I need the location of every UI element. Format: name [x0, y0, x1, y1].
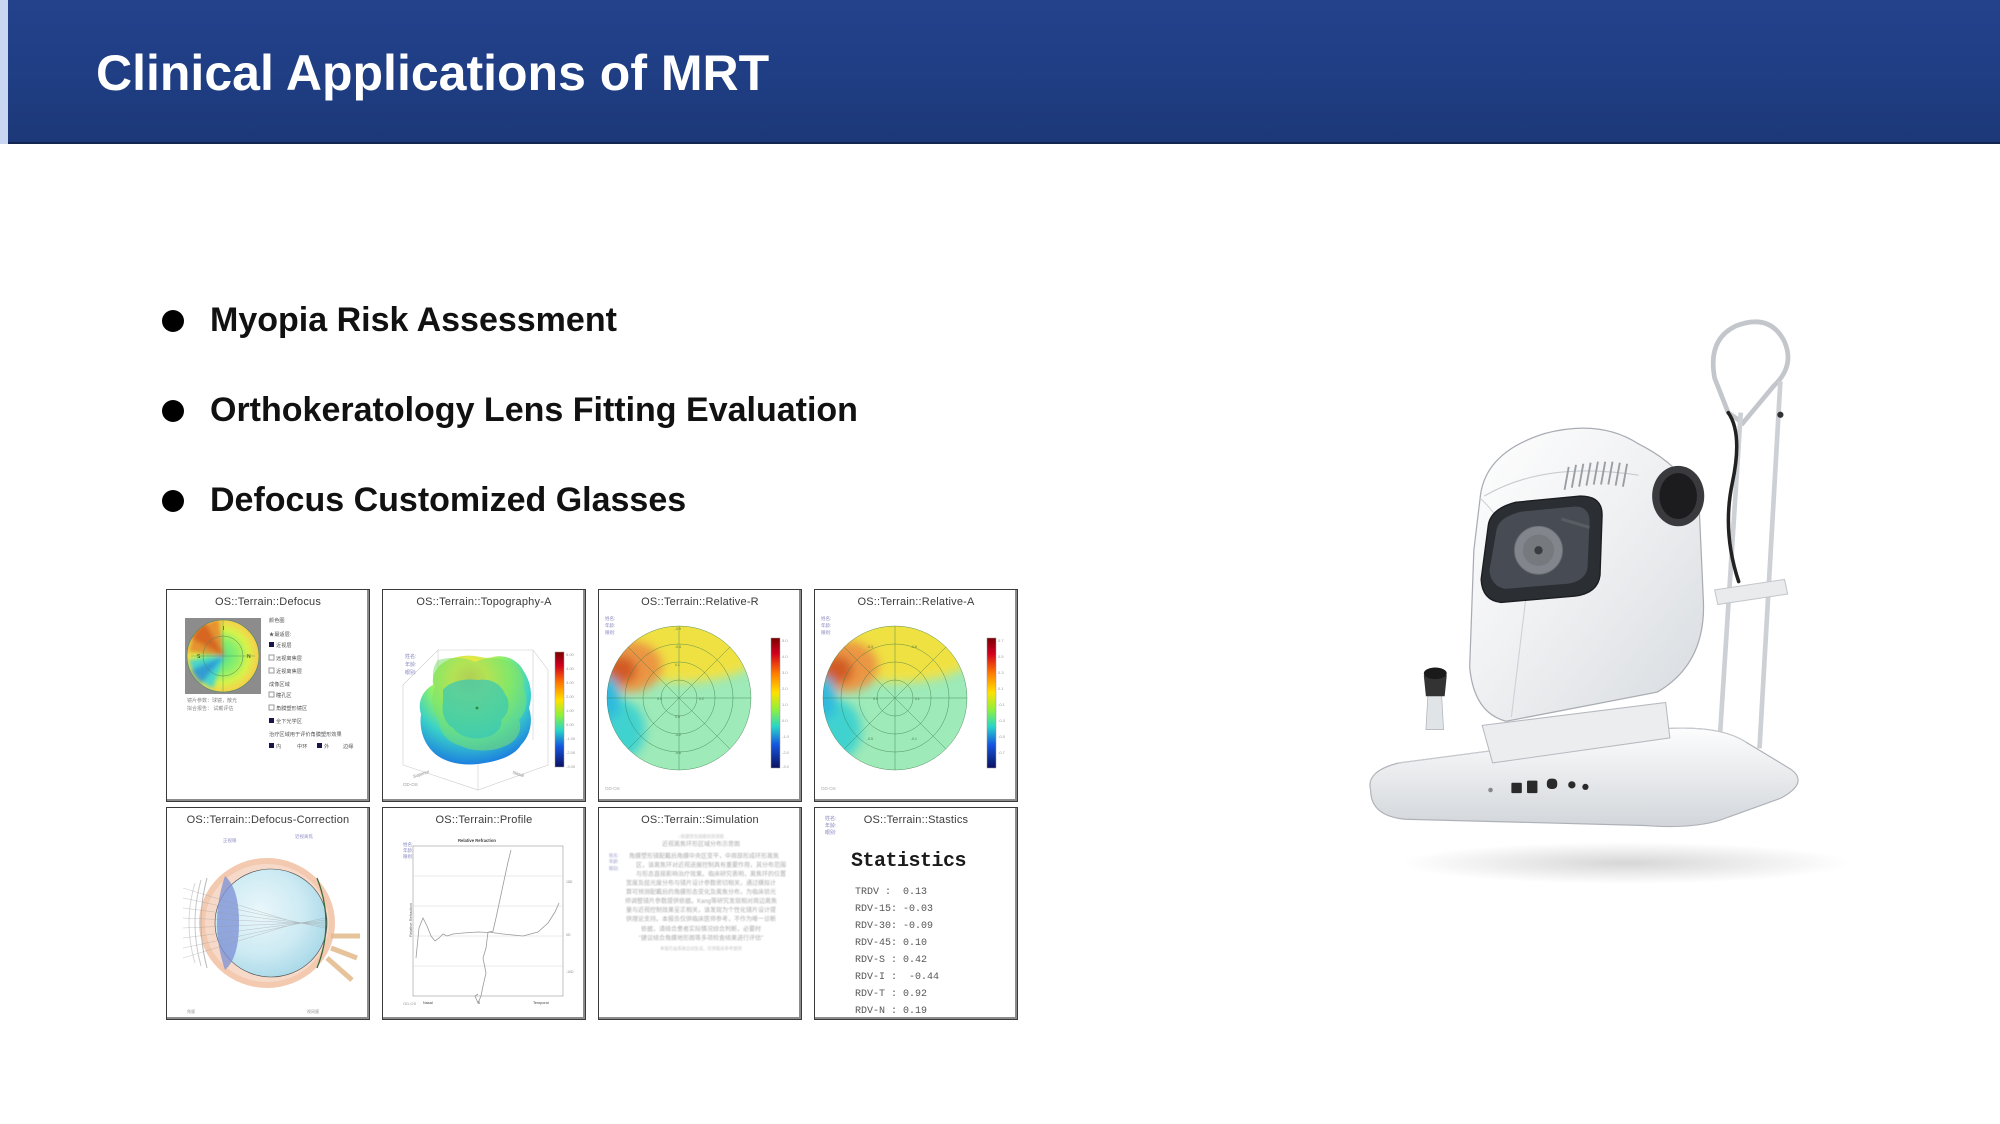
- svg-text:3.0: 3.0: [782, 670, 788, 675]
- svg-text:内: 内: [276, 742, 281, 750]
- svg-text:成像区域: 成像区域: [269, 680, 290, 688]
- svg-text:姓名:: 姓名:: [403, 841, 413, 848]
- svg-text:0.1: 0.1: [915, 697, 920, 701]
- svg-text:眼别:: 眼别:: [403, 853, 413, 860]
- svg-text:Superior: Superior: [412, 769, 430, 779]
- svg-text:-3.00: -3.00: [566, 764, 576, 769]
- svg-text:0.3: 0.3: [873, 697, 878, 701]
- svg-text:2.0: 2.0: [782, 686, 788, 691]
- svg-text:眼别:: 眼别:: [821, 629, 831, 636]
- svg-text:眼别:: 眼别:: [605, 629, 615, 636]
- svg-text:-2.00: -2.00: [566, 750, 576, 755]
- svg-text:姓名:: 姓名:: [821, 615, 831, 622]
- svg-text:0: 0: [478, 1001, 480, 1005]
- svg-text:0D: 0D: [566, 933, 571, 937]
- svg-text:Temporal: Temporal: [533, 1001, 549, 1005]
- svg-text:-0.9: -0.9: [675, 627, 681, 631]
- svg-text:近视层: 近视层: [276, 641, 292, 649]
- svg-text:姓名:: 姓名:: [605, 615, 615, 622]
- svg-text:年龄:: 年龄:: [821, 622, 831, 629]
- svg-text:中环: 中环: [297, 742, 307, 750]
- svg-text:Relative Refraction: Relative Refraction: [458, 838, 496, 843]
- svg-text:视网膜: 视网膜: [307, 1008, 319, 1014]
- svg-text:-0.1: -0.1: [998, 702, 1006, 707]
- svg-text:-0.5: -0.5: [867, 737, 873, 741]
- svg-text:-0.5: -0.5: [998, 734, 1006, 739]
- svg-text:Nasal: Nasal: [423, 1001, 433, 1005]
- svg-text:4.0: 4.0: [782, 654, 788, 659]
- svg-text:瞳孔区: 瞳孔区: [276, 691, 292, 699]
- svg-text:年龄:: 年龄:: [405, 661, 416, 668]
- svg-text:4.00: 4.00: [566, 666, 575, 671]
- svg-text:5.0: 5.0: [782, 638, 788, 643]
- svg-text:远视离焦层: 远视离焦层: [276, 654, 302, 662]
- svg-text:-2.0: -2.0: [782, 750, 790, 755]
- svg-text:-0.2: -0.2: [675, 733, 681, 737]
- svg-text:治疗区域用于评价角膜塑形效果: 治疗区域用于评价角膜塑形效果: [269, 730, 342, 738]
- svg-text:角膜: 角膜: [187, 1008, 195, 1014]
- svg-text:眼别:: 眼别:: [405, 669, 416, 676]
- svg-text:0.2: 0.2: [699, 697, 704, 701]
- svg-text:-0.4: -0.4: [675, 645, 681, 649]
- svg-text:0.7: 0.7: [998, 638, 1004, 643]
- svg-text:近视离焦: 近视离焦: [295, 833, 313, 840]
- svg-text:0.1: 0.1: [998, 686, 1004, 691]
- svg-text:I: I: [223, 626, 224, 632]
- svg-text:镜片参数：球镜，散光: 镜片参数：球镜，散光: [187, 697, 237, 704]
- svg-text:拟合报告： 试戴评估: 拟合报告： 试戴评估: [187, 705, 233, 712]
- svg-text:0.3: 0.3: [657, 697, 662, 701]
- svg-text:-1.00: -1.00: [566, 736, 576, 741]
- svg-text:1.0: 1.0: [782, 702, 788, 707]
- svg-text:正视眼: 正视眼: [223, 837, 237, 844]
- svg-text:2.00: 2.00: [566, 694, 575, 699]
- svg-text:15D: 15D: [566, 880, 573, 884]
- svg-text:N: N: [247, 654, 251, 660]
- svg-text:-3.0: -3.0: [782, 764, 790, 769]
- svg-text:-0.3: -0.3: [998, 718, 1006, 723]
- svg-text:年龄:: 年龄:: [605, 622, 615, 629]
- svg-text:-1.0: -1.0: [782, 734, 790, 739]
- svg-text:-10D: -10D: [566, 970, 574, 974]
- svg-text:0.5: 0.5: [998, 654, 1004, 659]
- svg-text:近视离焦层: 近视离焦层: [276, 667, 302, 675]
- svg-text:-0.3: -0.3: [867, 645, 873, 649]
- svg-text:Relative Refraction: Relative Refraction: [408, 903, 413, 937]
- svg-text:角膜塑形镜区: 角膜塑形镜区: [276, 704, 307, 712]
- svg-text:★最适层:: ★最适层:: [269, 630, 291, 638]
- svg-text:0.0: 0.0: [782, 718, 788, 723]
- svg-text:边缘: 边缘: [343, 742, 353, 750]
- svg-text:-0.6: -0.6: [675, 751, 681, 755]
- svg-text:年龄:: 年龄:: [403, 847, 413, 854]
- svg-text:姓名:: 姓名:: [405, 653, 416, 660]
- svg-text:OD-OS: OD-OS: [821, 786, 836, 791]
- svg-text:OD-OS: OD-OS: [403, 1001, 416, 1006]
- svg-text:OD-OS: OD-OS: [403, 782, 418, 787]
- svg-text:0.5: 0.5: [675, 715, 680, 719]
- svg-text:全下光学区: 全下光学区: [276, 717, 302, 725]
- svg-text:OD-OS: OD-OS: [605, 786, 620, 791]
- svg-text:颜色图: 颜色图: [269, 616, 285, 624]
- svg-text:1.00: 1.00: [566, 708, 575, 713]
- svg-text:3.00: 3.00: [566, 680, 575, 685]
- svg-text:0.3: 0.3: [998, 670, 1004, 675]
- svg-text:-0.7: -0.7: [998, 750, 1006, 755]
- svg-text:0.1: 0.1: [675, 663, 680, 667]
- svg-text:-0.1: -0.1: [911, 737, 917, 741]
- svg-text:5.00: 5.00: [566, 652, 575, 657]
- svg-text:外: 外: [324, 742, 329, 750]
- svg-text:-0.8: -0.8: [911, 645, 917, 649]
- svg-text:0.00: 0.00: [566, 722, 575, 727]
